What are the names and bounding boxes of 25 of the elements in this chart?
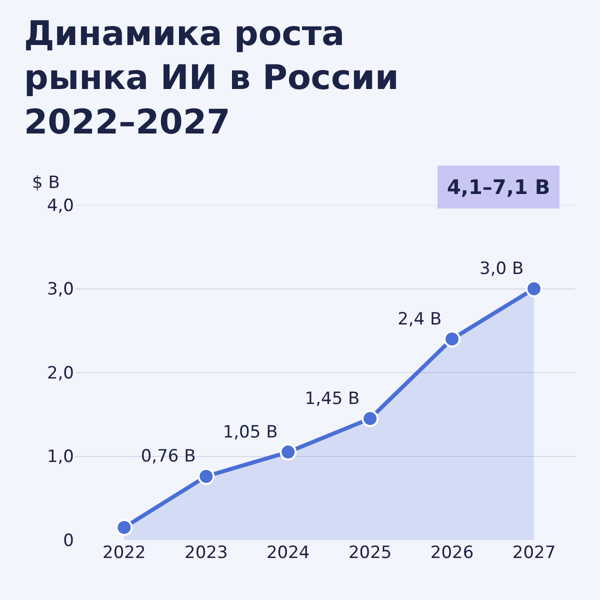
point [444,330,461,348]
x-tick-label: 2025 [348,543,392,563]
y-tick-label: 0 [63,530,74,551]
x-tick-label: 2022 [102,543,146,563]
data-label: 1,45 B [304,388,360,409]
data-label: 2,4 B [398,309,442,330]
x-tick-label: 2023 [184,543,228,563]
chart-title: Динамика роста рынка ИИ в России 2022–2027 [24,14,399,142]
data-label: 1,05 B [222,422,278,442]
y-axis-title: $ B [32,173,60,193]
y-tick-label: 1,0 [46,447,74,468]
point [362,410,379,428]
y-tick-label: 2,0 [46,363,74,384]
x-tick-label: 2024 [266,543,310,563]
point [280,444,297,461]
x-tick-label: 2027 [512,543,556,563]
text: 4,1–7,1 B [447,175,550,199]
y-tick-label: 3,0 [46,280,74,300]
data-label: 3,0 B [480,259,524,280]
point [116,518,133,536]
data-label: 0,76 B [140,446,196,467]
y-tick-label: 4,0 [46,196,74,216]
x-tick-label: 2026 [430,543,474,563]
point [526,280,543,298]
point [198,468,215,485]
